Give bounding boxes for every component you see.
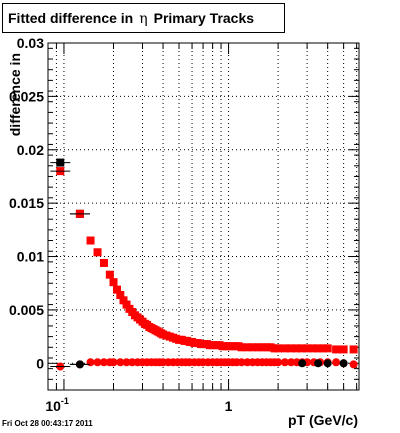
data-point-circle [332, 358, 341, 367]
chart-title: Fitted difference in η Primary Tracks [2, 3, 285, 33]
x-tick-label: 10-1 [45, 396, 69, 414]
data-point-square [119, 296, 128, 305]
data-point-square [248, 343, 257, 352]
axis-labels: 0 0.005 0.01 0.015 0.02 0.025 0.03 10-1 1 [9, 35, 233, 414]
y-axis-title: difference in [7, 53, 23, 136]
data-point-square [116, 290, 125, 299]
data-point-circle [116, 358, 125, 367]
data-point-square [253, 343, 262, 352]
y-tick-label: 0 [36, 355, 44, 371]
data-point-circle [86, 358, 95, 367]
data-point-square [122, 300, 131, 309]
data-point-square [237, 343, 246, 352]
data-point-circle [314, 359, 323, 368]
x-axis-title: pT (GeV/c) [288, 412, 358, 428]
data-point-square [93, 248, 102, 257]
data-point-square [105, 270, 114, 279]
data-point-circle [339, 359, 348, 368]
data-point-square [349, 345, 358, 354]
data-point-square [298, 344, 307, 353]
data-point-circle [99, 358, 108, 367]
data-point-square [99, 258, 108, 267]
data-point-square [332, 345, 341, 354]
y-tick-label: 0.005 [9, 302, 44, 318]
data-point-square [262, 343, 271, 352]
data-point-square [243, 343, 252, 352]
chart-title-symbol: η [139, 11, 148, 27]
data-point-circle [122, 358, 131, 367]
data-point-circle [93, 358, 102, 367]
chart-title-suffix: Primary Tracks [153, 10, 255, 26]
series-1 [50, 167, 358, 354]
data-point-square [303, 344, 312, 353]
data-point-circle [280, 358, 289, 367]
data-point-circle [349, 360, 358, 369]
data-point-circle [109, 358, 118, 367]
footer-timestamp: Fri Oct 28 00:43:17 2011 [2, 419, 93, 428]
y-tick-label: 0.03 [17, 35, 44, 51]
y-tick-label: 0.02 [17, 142, 44, 158]
data-points [50, 158, 358, 371]
data-point-circle [274, 358, 283, 367]
series-2 [50, 358, 358, 371]
series-3 [69, 359, 348, 369]
chart-title-prefix: Fitted difference in [8, 10, 134, 26]
data-point-square [287, 344, 296, 353]
data-point-square [292, 344, 301, 353]
grid-layer [47, 42, 359, 390]
data-point-circle [287, 358, 296, 367]
data-point-square [274, 344, 283, 353]
data-point-square [319, 344, 328, 353]
axis-ticks [47, 42, 359, 391]
data-point-circle [323, 359, 332, 368]
data-point-square [308, 344, 317, 353]
data-point-square [112, 285, 121, 294]
data-point-square [314, 344, 323, 353]
y-tick-label: 0.025 [9, 88, 44, 104]
y-tick-label: 0.015 [9, 195, 44, 211]
data-point-square [339, 345, 348, 354]
x-tick-label: 1 [225, 398, 233, 414]
data-point-square [323, 344, 332, 353]
data-point-square [109, 278, 118, 287]
data-point-circle [298, 359, 307, 368]
data-point-square [258, 343, 267, 352]
y-tick-label: 0.01 [17, 249, 44, 265]
data-point-square [280, 344, 289, 353]
data-point-circle [237, 358, 246, 367]
data-point-square [86, 236, 95, 245]
